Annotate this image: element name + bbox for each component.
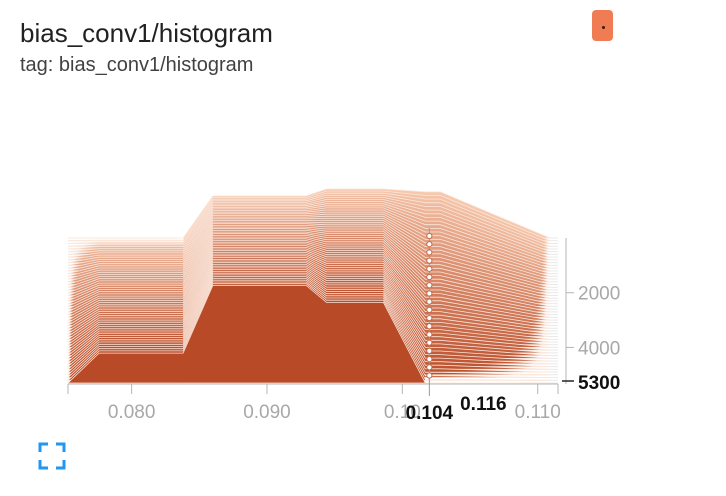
x-tick-label: 0.090	[243, 402, 291, 423]
hover-marker	[426, 356, 433, 363]
hover-step-label: 5300	[578, 373, 620, 394]
hover-overlay: 5300 0.104 0.116	[406, 228, 620, 424]
hover-marker	[426, 232, 433, 240]
hover-marker	[426, 314, 433, 322]
hover-marker	[426, 265, 433, 272]
hover-marker	[426, 290, 433, 297]
x-tick-label: 0.110	[515, 402, 561, 423]
hover-x-label: 0.104	[406, 403, 454, 424]
hover-marker	[426, 257, 433, 264]
chart-title: bias_conv1/histogram	[20, 18, 273, 48]
hover-marker	[426, 372, 433, 379]
hover-marker	[426, 249, 433, 256]
y-tick-label: 4000	[578, 338, 620, 359]
hover-marker	[426, 306, 433, 313]
histogram-chart[interactable]: 0.080 0.090 0.10 0.110 2000 4000 5300 0.104 0.1…	[0, 0, 726, 430]
y-tick-label: 2000	[578, 284, 620, 305]
hover-marker	[426, 347, 433, 355]
chart-tag: tag: bias_conv1/histogram	[20, 54, 254, 76]
x-tick-label: 0.080	[108, 402, 156, 423]
chart-axes: 0.080 0.090 0.10 0.110 2000 4000	[67, 238, 620, 423]
hover-marker	[426, 323, 433, 330]
hover-marker	[426, 298, 433, 305]
hover-marker	[426, 273, 433, 281]
fullscreen-icon[interactable]	[38, 442, 66, 470]
histogram-slice	[67, 285, 550, 384]
hover-x-label: 0.116	[460, 394, 507, 415]
hover-marker	[426, 282, 433, 289]
hover-marker	[426, 339, 433, 346]
x-tick-label: 0.10	[384, 402, 421, 423]
run-color-badge[interactable]	[592, 10, 613, 41]
hover-marker	[426, 241, 433, 248]
hover-marker	[426, 331, 433, 338]
run-dot-icon	[602, 26, 605, 29]
histogram-slices	[66, 188, 551, 384]
hover-marker	[426, 364, 433, 371]
